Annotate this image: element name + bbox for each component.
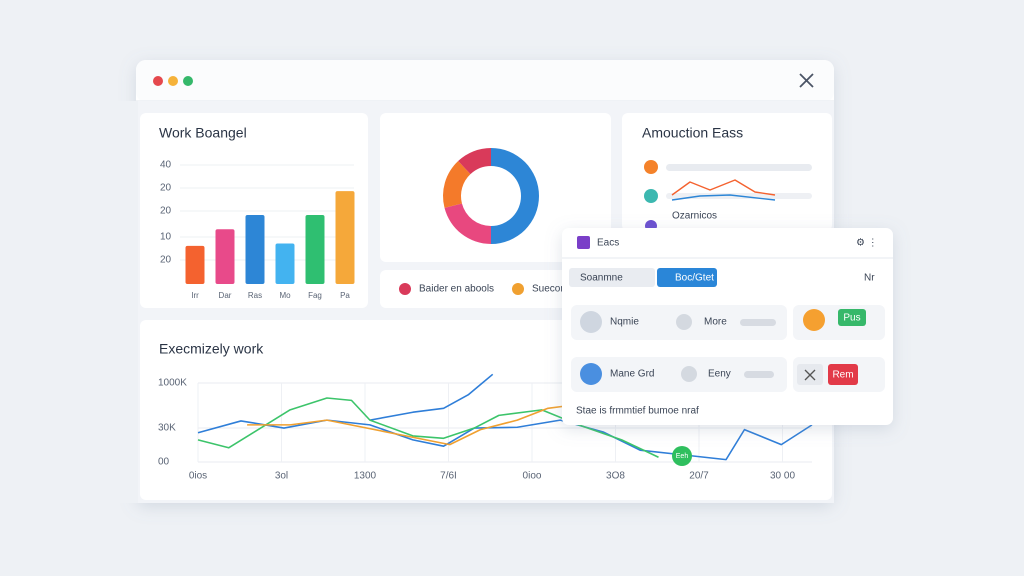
close-button[interactable]	[799, 73, 814, 88]
icon	[644, 160, 658, 174]
x-tick-label: Mo	[279, 291, 291, 300]
x-tick-label: Dar	[219, 291, 232, 300]
x-tick-label: 0ios	[189, 471, 207, 482]
caption: Ozarnicos	[672, 211, 717, 222]
bar	[245, 214, 265, 284]
x-tick-label: 20/7	[689, 471, 709, 482]
popup-footer: Stae is frmmtief bumoe nraf	[576, 406, 699, 417]
popup-menu[interactable]: ⚙ ⋮	[856, 238, 878, 249]
row[interactable]	[571, 357, 787, 392]
axis-label: 00	[158, 457, 170, 468]
donut-segment	[491, 148, 539, 244]
legend-swatch	[512, 283, 524, 295]
placeholder	[666, 164, 812, 171]
bar	[335, 191, 355, 284]
window-dot[interactable]	[183, 76, 193, 86]
bar	[275, 243, 295, 284]
row-name: Nqmie	[610, 317, 639, 328]
button-label[interactable]: Rem	[832, 370, 853, 381]
title-bar	[136, 60, 834, 102]
card	[622, 113, 832, 231]
x-tick-label: 3ol	[275, 471, 288, 482]
bar	[215, 229, 235, 284]
x-tick-label: Ras	[248, 291, 262, 300]
donut-segment	[444, 203, 491, 244]
x-tick-label: Irr	[191, 291, 199, 300]
axis-label: 40	[160, 160, 172, 171]
x-tick-label: Pa	[340, 291, 350, 300]
popup-corner: Nr	[864, 273, 875, 284]
popup-icon	[577, 236, 590, 249]
row-extra: More	[704, 317, 727, 328]
button[interactable]	[828, 364, 858, 385]
popup: Eacs ⚙ ⋮ Soanmne Boc/Gtet Nr Nqmie More …	[562, 228, 893, 425]
gutter	[104, 101, 138, 503]
placeholder	[740, 319, 776, 326]
avatar	[681, 366, 697, 382]
line-series	[369, 373, 494, 421]
icon	[803, 309, 825, 331]
card	[380, 270, 611, 308]
button[interactable]	[838, 309, 866, 326]
axis-label: 20	[160, 183, 172, 194]
avatar	[580, 363, 602, 385]
placeholder	[744, 371, 774, 378]
bar	[185, 245, 205, 284]
popup-title: Eacs	[597, 238, 619, 249]
button-label[interactable]: Pus	[843, 313, 860, 324]
card-title: Work Boangel	[159, 125, 247, 141]
card-title: Amouction Eass	[642, 125, 743, 141]
legend-label: Baider en abools	[419, 284, 494, 295]
tab-active[interactable]	[657, 268, 717, 287]
row-extra: Eeny	[708, 369, 731, 380]
x-tick-label: 3O8	[606, 471, 625, 482]
annotation: Eeh	[676, 453, 689, 460]
line-series	[247, 404, 573, 446]
window-dot[interactable]	[153, 76, 163, 86]
donut-segment	[443, 161, 471, 208]
x-tick-label: 30 00	[770, 471, 795, 482]
row-name: Mane Grd	[610, 369, 654, 380]
tab-label[interactable]: Boc/Gtet	[675, 273, 714, 284]
legend-label: Suecom	[532, 284, 569, 295]
axis-label: 20	[160, 255, 172, 266]
x-tick-label: Fag	[308, 291, 322, 300]
x-tick-label: 0ioo	[523, 471, 542, 482]
tab[interactable]	[569, 268, 655, 287]
axis-label: 10	[160, 232, 172, 243]
donut-segment	[458, 148, 491, 175]
axis-label: 30K	[158, 423, 176, 434]
x-tick-label: 1300	[354, 471, 377, 482]
icon	[644, 189, 658, 203]
window-dot[interactable]	[168, 76, 178, 86]
bar	[305, 214, 325, 284]
legend-swatch	[399, 283, 411, 295]
axis-label: 20	[160, 206, 172, 217]
dismiss-icon[interactable]	[804, 369, 816, 381]
annotation-badge	[672, 446, 692, 466]
avatar	[580, 311, 602, 333]
x-tick-label: 7/6I	[440, 471, 457, 482]
line-series	[671, 179, 776, 196]
avatar	[676, 314, 692, 330]
card	[380, 113, 611, 262]
card-title: Execmizely work	[159, 341, 264, 357]
line-series	[671, 194, 776, 201]
tab-label[interactable]: Soanmne	[580, 273, 623, 284]
axis-label: 1000K	[158, 378, 187, 389]
